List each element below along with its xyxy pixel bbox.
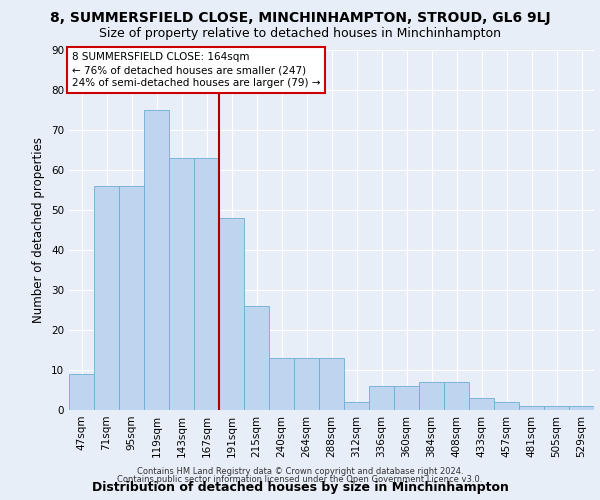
Text: 8, SUMMERSFIELD CLOSE, MINCHINHAMPTON, STROUD, GL6 9LJ: 8, SUMMERSFIELD CLOSE, MINCHINHAMPTON, S… [50, 11, 550, 25]
Bar [69, 374, 94, 410]
Bar [494, 402, 519, 410]
Text: Size of property relative to detached houses in Minchinhampton: Size of property relative to detached ho… [99, 28, 501, 40]
Bar [119, 186, 144, 410]
Bar [144, 110, 169, 410]
Bar [94, 186, 119, 410]
Bar [294, 358, 319, 410]
Bar [169, 158, 194, 410]
Text: Contains HM Land Registry data © Crown copyright and database right 2024.: Contains HM Land Registry data © Crown c… [137, 467, 463, 476]
Y-axis label: Number of detached properties: Number of detached properties [32, 137, 46, 323]
Bar [569, 406, 594, 410]
Bar [544, 406, 569, 410]
Bar [244, 306, 269, 410]
Text: Distribution of detached houses by size in Minchinhampton: Distribution of detached houses by size … [92, 481, 508, 494]
Bar [269, 358, 294, 410]
Bar [344, 402, 369, 410]
Bar [444, 382, 469, 410]
Bar [319, 358, 344, 410]
Bar [219, 218, 244, 410]
Bar [369, 386, 394, 410]
Bar [419, 382, 444, 410]
Text: 8 SUMMERSFIELD CLOSE: 164sqm
← 76% of detached houses are smaller (247)
24% of s: 8 SUMMERSFIELD CLOSE: 164sqm ← 76% of de… [71, 52, 320, 88]
Bar [519, 406, 544, 410]
Bar [469, 398, 494, 410]
Text: Contains public sector information licensed under the Open Government Licence v3: Contains public sector information licen… [118, 475, 482, 484]
Bar [194, 158, 219, 410]
Bar [394, 386, 419, 410]
